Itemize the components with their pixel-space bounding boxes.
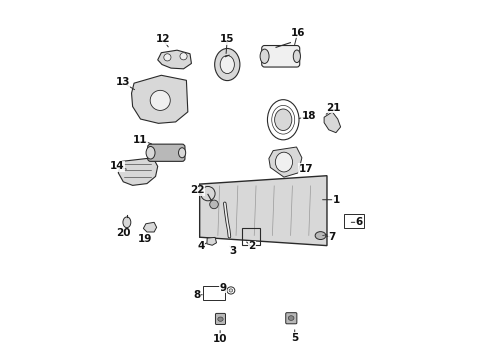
Polygon shape <box>118 158 158 185</box>
Ellipse shape <box>146 147 155 159</box>
Circle shape <box>180 53 187 60</box>
Ellipse shape <box>228 289 232 292</box>
Text: 16: 16 <box>290 28 304 38</box>
Ellipse shape <box>275 152 292 172</box>
Text: 10: 10 <box>212 333 227 343</box>
Text: 11: 11 <box>133 135 147 145</box>
Ellipse shape <box>314 231 325 239</box>
Circle shape <box>201 186 215 201</box>
Bar <box>344 214 363 228</box>
Text: 8: 8 <box>193 290 201 300</box>
Ellipse shape <box>293 50 300 63</box>
Text: 2: 2 <box>247 241 255 251</box>
Text: 22: 22 <box>189 185 204 195</box>
Text: 15: 15 <box>220 35 234 44</box>
Text: 12: 12 <box>155 35 170 44</box>
FancyBboxPatch shape <box>215 314 225 324</box>
Text: 20: 20 <box>116 228 130 238</box>
Text: 9: 9 <box>219 283 226 293</box>
Text: 18: 18 <box>301 111 316 121</box>
Text: 14: 14 <box>110 161 124 171</box>
Polygon shape <box>324 112 340 133</box>
Polygon shape <box>158 50 191 69</box>
Bar <box>203 286 224 300</box>
Ellipse shape <box>122 217 131 228</box>
Ellipse shape <box>217 317 223 321</box>
Text: 4: 4 <box>197 241 204 251</box>
Polygon shape <box>143 222 156 232</box>
Text: 19: 19 <box>137 234 152 244</box>
Text: 1: 1 <box>332 195 339 205</box>
Circle shape <box>163 54 171 61</box>
Polygon shape <box>206 237 216 245</box>
FancyBboxPatch shape <box>261 45 299 67</box>
FancyBboxPatch shape <box>285 313 296 324</box>
Polygon shape <box>131 75 187 123</box>
Text: 5: 5 <box>290 333 298 343</box>
Text: 6: 6 <box>355 217 362 227</box>
Ellipse shape <box>274 109 291 131</box>
Polygon shape <box>199 176 326 246</box>
Ellipse shape <box>260 49 268 63</box>
Ellipse shape <box>178 148 185 158</box>
Text: 17: 17 <box>298 163 313 174</box>
Text: 7: 7 <box>328 232 335 242</box>
FancyBboxPatch shape <box>147 144 184 161</box>
Circle shape <box>150 90 170 111</box>
Ellipse shape <box>287 316 293 320</box>
Text: 13: 13 <box>115 77 129 87</box>
Ellipse shape <box>214 49 240 81</box>
Text: 3: 3 <box>229 246 236 256</box>
Ellipse shape <box>220 55 234 73</box>
Polygon shape <box>268 147 301 177</box>
Circle shape <box>209 200 218 209</box>
Bar <box>241 228 259 244</box>
Text: 21: 21 <box>325 103 340 113</box>
